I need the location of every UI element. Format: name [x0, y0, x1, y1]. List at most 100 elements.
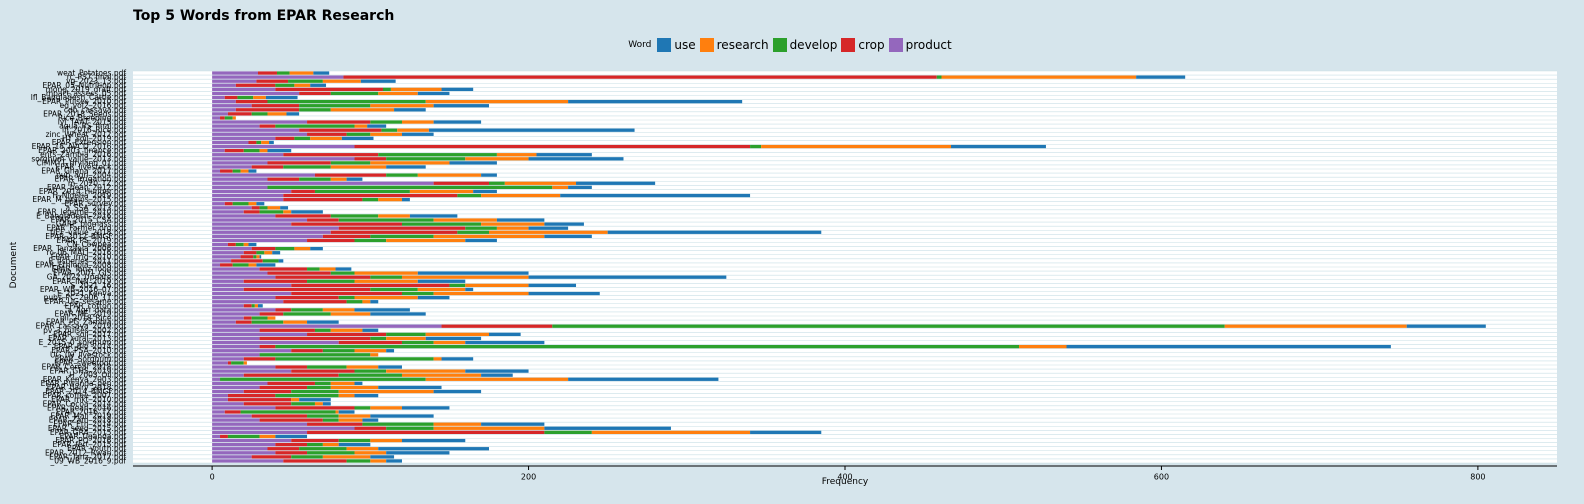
bar-segment-crop: [267, 381, 315, 386]
bar-segment-use: [307, 320, 339, 324]
y-tick-label: GARP_biomass.pdf: [56, 220, 126, 229]
bar-segment-crop: [291, 222, 402, 226]
bar-segment-research: [504, 181, 577, 185]
bar-segment-develop: [259, 353, 371, 357]
bar-segment-use: [465, 369, 529, 373]
bar-segment-research: [338, 393, 355, 398]
legend-label-develop: develop: [789, 38, 838, 52]
bar-segment-product: [212, 357, 244, 361]
y-tick-label: EPAR_cassava_2019.pdf: [36, 322, 127, 331]
legend-item-develop[interactable]: develop: [772, 38, 838, 52]
bar-segment-product: [212, 124, 260, 128]
bar-segment-product: [212, 214, 276, 218]
bar-segment-crop: [283, 153, 379, 157]
bar-segment-use: [425, 336, 482, 341]
bar-segment-research: [425, 377, 569, 381]
bar-segment-crop: [220, 169, 233, 173]
y-tick-label: EPAR_Extension.pdf: [52, 138, 127, 147]
bar-segment-product: [212, 332, 308, 337]
bar-segment-use: [433, 104, 489, 108]
bar-segment-use: [401, 197, 410, 202]
y-tick-label: EPAR_05_Nutrition.pdf: [42, 81, 126, 90]
bar-segment-research: [433, 422, 482, 426]
bar-segment-product: [212, 430, 308, 435]
bar-segment-product: [212, 447, 268, 451]
legend-swatch-use: [657, 38, 672, 52]
bar-segment-research: [433, 426, 545, 430]
bar-segment-develop: [232, 169, 241, 173]
bar-segment-crop: [224, 148, 244, 153]
bar-segment-develop: [362, 197, 379, 202]
bar-segment-product: [212, 153, 284, 157]
y-tick-label: EPAR_Cereal_2018.pdf: [42, 363, 127, 372]
bar-segment-use: [394, 108, 426, 112]
bar-segment-use: [278, 259, 284, 263]
y-tick-label: E_2015_0_sorghum.pdf: [39, 338, 127, 347]
bar-segment-product: [212, 95, 225, 100]
bar-segment-crop: [307, 132, 347, 136]
bar-segment-develop: [346, 132, 371, 136]
legend-item-crop[interactable]: crop: [841, 38, 885, 52]
x-tick-label: 0: [210, 472, 215, 481]
y-tick-label: rc_06_MALI_2016.pdf: [47, 248, 127, 257]
bar-segment-crop: [275, 214, 331, 218]
bar-segment-use: [417, 279, 466, 283]
bar-segment-research: [761, 144, 952, 149]
y-tick-label: mpact_assess_05.pdf: [46, 89, 127, 98]
bar-segment-develop: [275, 344, 1020, 349]
bar-segment-research: [267, 112, 287, 116]
bar-segment-crop: [259, 418, 323, 422]
bar-segment-crop: [243, 389, 292, 394]
bar-segment-crop: [299, 91, 331, 96]
bar-segment-use: [378, 447, 489, 451]
bar-segment-use: [544, 234, 592, 239]
y-tick-label: EPAR_soil_2017.pdf: [53, 330, 126, 339]
bar-segment-research: [370, 161, 450, 165]
bar-segment-use: [536, 153, 592, 157]
y-tick-label: EPAR_youth.pdf: [67, 444, 126, 453]
legend-item-product[interactable]: product: [888, 38, 952, 52]
bar-segment-research: [240, 169, 249, 173]
gridlines: [133, 70, 1557, 464]
bar-segment-develop: [291, 389, 339, 394]
bar-segment-crop: [299, 128, 382, 132]
bar-segment-product: [212, 189, 292, 194]
bar-segment-crop: [259, 267, 308, 271]
bar-segment-develop: [275, 83, 295, 87]
bar-segment-crop: [235, 83, 276, 87]
y-tick-label: tIEF_value_2018.pdf: [50, 228, 126, 237]
bar-segment-crop: [275, 451, 308, 455]
bar-segment-use: [267, 148, 292, 153]
bar-segment-product: [212, 328, 260, 332]
bar-segment-product: [212, 287, 244, 292]
legend-item-research[interactable]: research: [699, 38, 769, 52]
bar-segment-use: [275, 434, 308, 439]
bar-segment-develop: [401, 222, 482, 226]
bar-segment-use: [528, 275, 727, 279]
bar-segment-develop: [936, 75, 942, 79]
y-tick-label: CN_Cowpea.pdf: [67, 240, 126, 249]
bar-segment-product: [212, 263, 221, 267]
bar-segment-research: [354, 349, 387, 353]
bar-segment-develop: [386, 157, 466, 161]
bar-segment-product: [212, 87, 276, 92]
bar-segment-research: [346, 447, 379, 451]
bar-segment-develop: [314, 381, 331, 386]
bar-segment-develop: [299, 447, 347, 451]
y-tick-label: ents_Zambia_2016.pdf: [40, 150, 126, 159]
bar-segment-crop: [291, 291, 402, 296]
bar-segment-product: [212, 226, 339, 230]
legend-item-use[interactable]: use: [657, 38, 696, 52]
bar-segment-research: [552, 185, 569, 190]
bar-segment-use: [449, 161, 497, 165]
bar-segment-research: [397, 128, 429, 132]
bar-segment-research: [338, 414, 371, 418]
bar-segment-research: [401, 275, 529, 279]
bar-segment-develop: [370, 275, 402, 279]
bar-segment-use: [310, 83, 327, 87]
bar-segment-product: [212, 365, 276, 369]
y-tick-label: EPAR_coffee_2007.pdf: [43, 391, 127, 400]
y-tick-label: EPAR_18_AVCD_2016.pdf: [32, 142, 127, 151]
bar-segment-research: [289, 71, 314, 75]
y-axis-label: Document: [9, 241, 19, 288]
